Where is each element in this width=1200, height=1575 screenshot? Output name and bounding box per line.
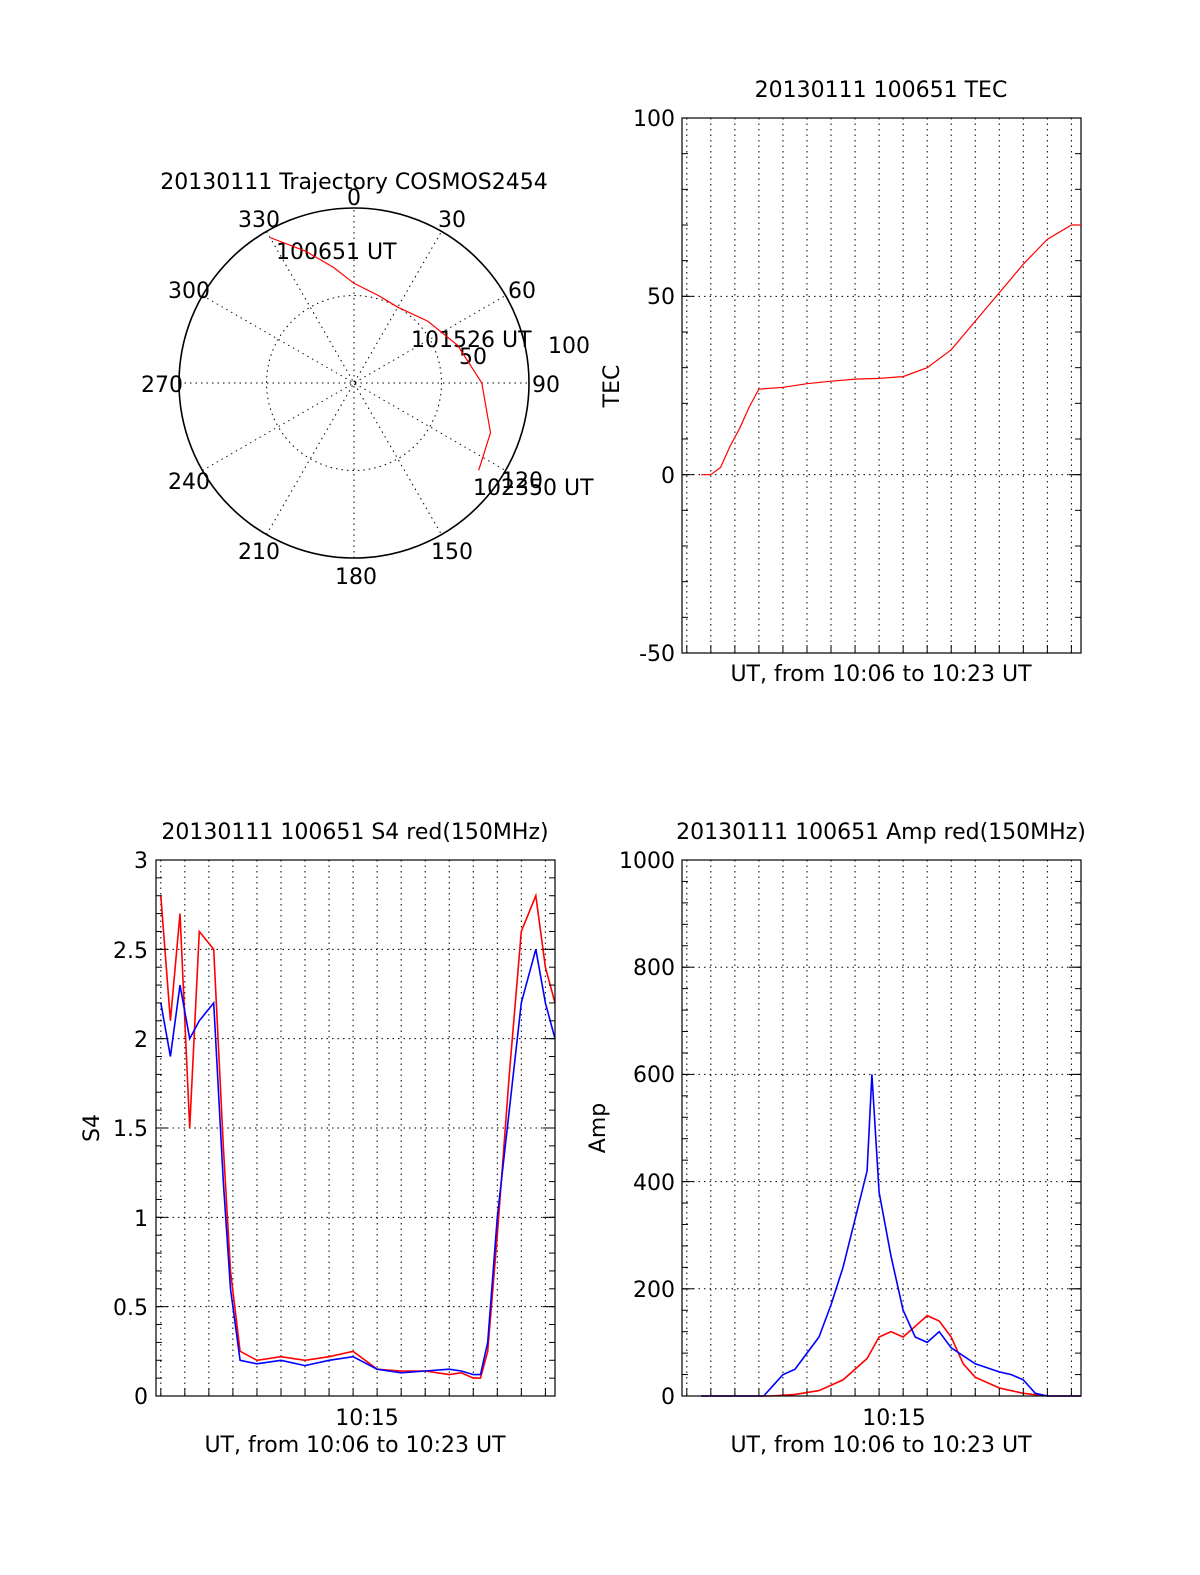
s4-ytick-0-5: 0.5: [113, 1296, 148, 1321]
s4-panel: 20130111 100651 S4 red(150MHz) 3 2.5 2 1…: [80, 820, 556, 1458]
s4-grid: [156, 860, 555, 1396]
az-label-180: 180: [335, 565, 377, 590]
track-start-label: 100651 UT: [276, 240, 397, 265]
tec-series: [701, 224, 1081, 476]
amp-ytick-1000: 1000: [619, 849, 675, 874]
polar-ring-50: [266, 295, 442, 471]
tec-xlabel: UT, from 10:06 to 10:23 UT: [730, 662, 1032, 687]
az-label-90: 90: [532, 373, 560, 398]
amp-ticks: [682, 859, 1081, 1397]
amp-series-line-0: [701, 1314, 1081, 1397]
tec-axes-frame: [681, 117, 1082, 654]
s4-ytick-0: 0: [134, 1385, 148, 1410]
az-label-150: 150: [431, 540, 473, 565]
amp-ylabel: Amp: [586, 1103, 611, 1153]
s4-ytick-1-5: 1.5: [113, 1117, 148, 1142]
az-label-330: 330: [238, 208, 280, 233]
amp-axes-frame: [681, 859, 1082, 1397]
tec-panel: 20130111 100651 TEC 100 50 0 -50 TEC UT,…: [600, 78, 1082, 687]
s4-ytick-3: 3: [134, 849, 148, 874]
amp-grid: [682, 860, 1081, 1396]
tec-ytick-50: 50: [647, 285, 675, 310]
az-label-60: 60: [508, 279, 536, 304]
amp-ytick-0: 0: [661, 1385, 675, 1410]
trajectory-track: [269, 236, 492, 471]
az-label-210: 210: [238, 540, 280, 565]
s4-xlabel: UT, from 10:06 to 10:23 UT: [204, 1433, 506, 1458]
polar-spoke-30: [266, 231, 442, 535]
polar-labels: 0 30 60 90 120 150 180 210 240 270 300 3…: [141, 186, 594, 590]
tec-ytick-100: 100: [633, 107, 675, 132]
tec-title: 20130111 100651 TEC: [755, 78, 1008, 103]
s4-xtick-1015: 10:15: [335, 1406, 398, 1431]
s4-ytick-2: 2: [134, 1028, 148, 1053]
az-label-30: 30: [438, 208, 466, 233]
track-mid-label: 101526 UT: [411, 328, 532, 353]
polar-spoke-120: [202, 295, 506, 471]
tec-ylabel: TEC: [600, 365, 625, 409]
amp-ytick-400: 400: [633, 1171, 675, 1196]
radial-label-100: 100: [548, 334, 590, 359]
tec-ytick-0: 0: [661, 464, 675, 489]
az-label-120: 120: [501, 469, 543, 494]
polar-panel: 20130111 Trajectory COSMOS2454 0 30 60 9…: [141, 170, 594, 590]
s4-ytick-2-5: 2.5: [113, 939, 148, 964]
s4-ticks: [156, 859, 555, 1397]
tec-series-line-0: [701, 224, 1081, 476]
amp-ytick-800: 800: [633, 956, 675, 981]
amp-series: [701, 1074, 1081, 1397]
polar-spoke-150: [266, 231, 442, 535]
s4-series: [160, 892, 556, 1379]
amp-ytick-200: 200: [633, 1278, 675, 1303]
amp-xlabel: UT, from 10:06 to 10:23 UT: [730, 1433, 1032, 1458]
az-label-270: 270: [141, 373, 183, 398]
az-label-300: 300: [168, 279, 210, 304]
amp-title: 20130111 100651 Amp red(150MHz): [676, 820, 1086, 845]
tec-ytick-neg50: -50: [639, 642, 675, 667]
tec-ticks: [682, 117, 1081, 654]
s4-ylabel: S4: [80, 1114, 105, 1142]
s4-title: 20130111 100651 S4 red(150MHz): [161, 820, 548, 845]
polar-grid: [178, 207, 530, 559]
track-end-label: 102350 UT: [473, 476, 594, 501]
amp-xtick-1015: 10:15: [862, 1406, 925, 1431]
az-label-0: 0: [347, 186, 361, 211]
polar-spoke-60: [202, 295, 506, 471]
amp-series-line-1: [701, 1074, 1081, 1397]
tec-grid: [682, 118, 1081, 653]
polar-title: 20130111 Trajectory COSMOS2454: [160, 170, 547, 195]
amp-panel: 20130111 100651 Amp red(150MHz) 1000 800…: [586, 820, 1086, 1458]
az-label-240: 240: [168, 470, 210, 495]
s4-series-line-1: [160, 949, 556, 1376]
s4-series-line-0: [160, 892, 556, 1379]
radial-label-50: 50: [459, 345, 487, 370]
s4-ytick-1: 1: [134, 1207, 148, 1232]
amp-ytick-600: 600: [633, 1063, 675, 1088]
